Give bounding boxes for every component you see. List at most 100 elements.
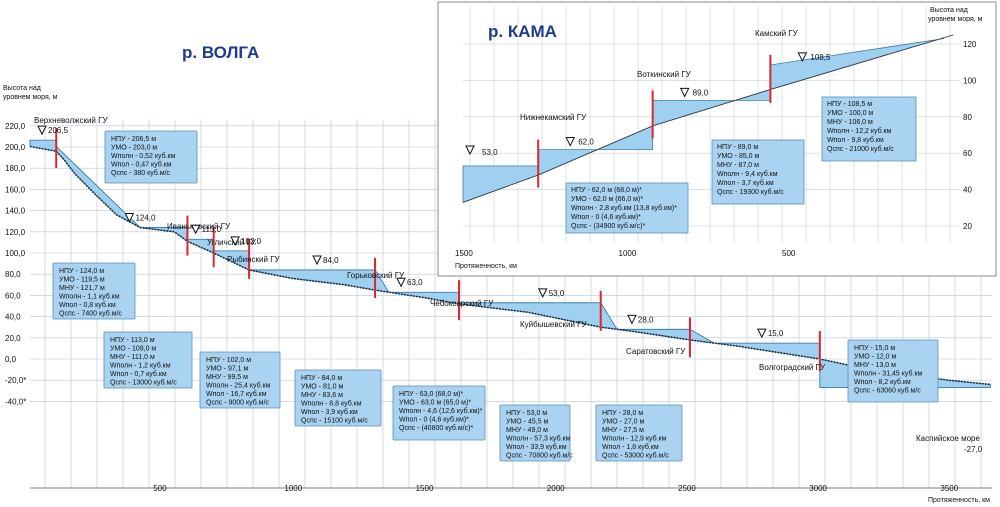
kama-info-boxes: НПУ - 62,0 м (68,0 м)* УМО - 62,0 м (66,0… [565,96,917,234]
kama-box-line: НПУ - 108,5 м [827,101,872,108]
volga-station-name: Волгоградский ГУ [759,363,826,372]
kama-box-line: Wполн - 2,8 куб.км (13,8 куб.км)* [571,204,677,212]
volga-box-line: НПУ - 28,0 м [602,410,643,417]
volga-station-level: 63,0 [407,278,423,287]
volga-box-line: Wпол - 8,2 куб.км [854,378,911,386]
volga-box-line: МНУ - 83,6 м [301,392,343,399]
volga-x-tick: 3000 [809,484,827,493]
volga-level-marker [124,213,135,223]
volga-box-line: Qспс - 13000 куб.м/с [110,379,177,387]
volga-box-line: Wполн - 1,2 куб.км [110,362,171,370]
kama-y-axis-label-2: уровнем моря, м [928,16,983,23]
volga-x-tick: 1000 [284,484,302,493]
kama-y-ticks: 120 100 80 60 40 20 [963,40,977,231]
volga-level-marker [190,224,201,235]
volga-y-tick: 100,0 [5,249,26,258]
volga-box-line: УМО - 81,0 м [301,384,344,391]
caspian-sea-level: -27,0 [964,445,983,454]
volga-box-line: Qспс - 7400 куб.м/с [59,310,122,318]
kama-start-level-marker [465,145,475,156]
volga-level-marker [230,236,240,246]
volga-station-level: 28,0 [638,315,654,324]
volga-box-line: УМО - 119,5 м [59,277,105,284]
kama-title: р. КАМА [488,22,557,41]
kama-info-box: НПУ - 62,0 м (68,0 м)* УМО - 62,0 м (66,0… [565,182,689,234]
volga-x-tick: 3500 [940,484,958,493]
volga-riverbed [29,145,991,386]
kama-y-tick: 40 [963,186,972,195]
kama-y-tick: 120 [963,40,977,49]
volga-x-tick: 2000 [547,484,565,493]
volga-box-line: Wполн - 0,52 куб.км [111,152,176,160]
volga-station-name: Рыбинский ГУ [227,255,281,264]
kama-x-axis-label: Протяженность, км [455,263,517,270]
volga-box-line: УМО - 203,0 м [111,145,157,152]
volga-box-line: Qспс - 70800 куб.м/с [506,452,573,460]
kama-start-level: 53,0 [482,148,498,157]
volga-station-level: 102,0 [241,237,262,246]
kama-box-line: УМО - 100,0 м [827,110,873,117]
kama-box-line: Qспс - 19300 куб.м/с [717,188,784,196]
volga-y-tick: 180,0 [5,164,26,173]
volga-station-name: Саратовский ГУ [626,347,686,356]
volga-x-ticks: 500 1000 1500 2000 2500 3000 3500 [153,484,959,493]
caspian-sea-label: Каспийское море [916,434,980,443]
kama-box-line: Wпол - 9,8 куб.км [827,136,884,144]
volga-station-name: Угличский ГУ [207,238,257,247]
kama-box-line: Qспс - (34900 куб.м/с)* [571,222,645,230]
volga-box-line: Qспс - 15100 куб.м/с [301,417,368,425]
kama-level-marker [565,137,576,147]
kama-box-line: УМО - 62,0 м (66,0 м)* [571,196,643,203]
volga-box-line: МНУ - 121,7 м [59,285,105,292]
volga-y-tick: -40,0* [5,397,26,406]
kama-y-tick: 60 [963,149,972,158]
volga-box-line: УМО - 109,0 м [110,346,156,353]
volga-y-tick: 20,0 [5,334,21,343]
volga-title: р. ВОЛГА [182,43,259,62]
kama-box-line: Qспс - 21000 куб.м/с [827,145,894,153]
volga-box-line: МНУ - 99,5 м [206,374,248,381]
kama-station-level: 62,0 [578,138,594,147]
volga-box-line: Wпол - 0,8 куб.км [59,301,116,309]
volga-level-marker [537,288,548,298]
volga-box-line: Wпол - 0,47 куб.км [111,161,172,169]
volga-box-line: НПУ - 124,0 м [59,268,104,275]
kama-station-name: Воткинский ГУ [637,70,692,79]
volga-box-line: МНУ - 49,0 м [506,427,548,434]
volga-station-level: 53,0 [549,289,565,298]
kama-y-tick: 20 [963,222,972,231]
kama-y-tick: 100 [963,76,977,85]
volga-box-line: Wпол - 16,7 куб.км [206,390,267,398]
volga-box-line: Wполн - 57,3 куб.км [506,435,571,443]
volga-box-line: УМО - 27,0 м [602,419,645,426]
volga-station-level: 15,0 [768,329,784,338]
kama-station-name: Камский ГУ [755,29,799,38]
volga-station-name: Чебоксарский ГУ [430,299,494,308]
volga-box-line: МНУ - 27,5 м [602,427,644,434]
volga-y-tick: 40,0 [5,313,21,322]
volga-box-line: Qспс - (40800 куб.м/с)* [399,424,473,432]
kama-y-tick: 80 [963,113,972,122]
volga-y-tick: 0,0 [5,355,17,364]
kama-box-line: МНУ - 87,0 м [717,162,759,169]
volga-y-tick: -20,0* [5,376,26,385]
volga-box-line: Wпол - 1,8 куб.км [602,443,659,451]
volga-level-marker [312,255,322,266]
volga-info-box: НПУ - 63,0 (68,0 м)* УМО - 63,0 м (65,0 м… [392,385,486,441]
kama-station-level: 108,5 [810,53,831,62]
kama-level-marker [679,87,690,98]
kama-box-line: НПУ - 62,0 м (68,0 м)* [571,187,642,194]
volga-box-line: Wпол - 3,9 куб.км [301,408,358,416]
volga-box-line: Wполн - 31,45 куб.км [854,370,923,378]
kama-x-tick: 1000 [619,249,637,258]
